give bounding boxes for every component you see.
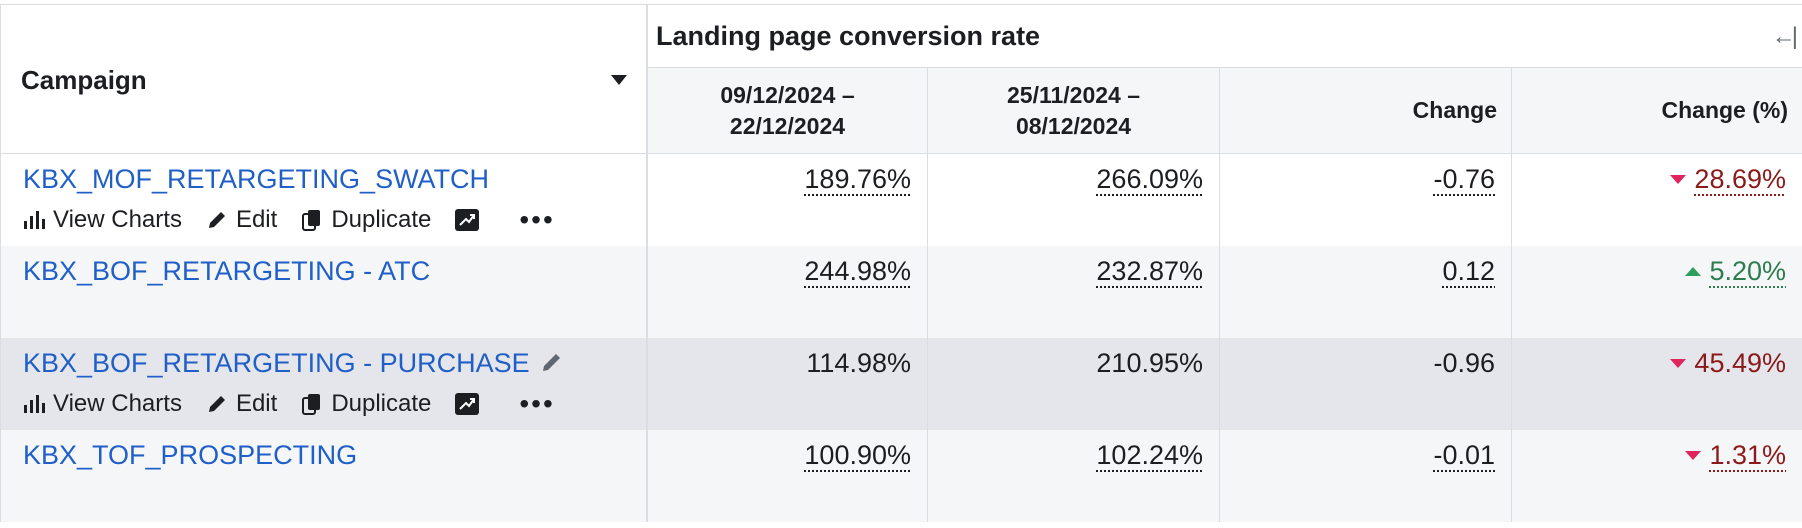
decrease-triangle-icon — [1685, 451, 1702, 460]
period2-cell: 266.09% — [928, 154, 1220, 246]
change-value[interactable]: 0.12 — [1442, 256, 1495, 286]
change-pct-value[interactable]: 28.69% — [1694, 164, 1786, 194]
change-value: -0.96 — [1433, 348, 1495, 378]
campaign-header-label: Campaign — [21, 65, 147, 95]
change-pct-value[interactable]: 5.20% — [1709, 256, 1786, 286]
campaign-name-link[interactable]: KBX_BOF_RETARGETING - PURCHASE — [23, 348, 564, 379]
period2-cell: 102.24% — [928, 430, 1220, 522]
period2-value[interactable]: 266.09% — [1096, 164, 1203, 194]
column-header-change-pct[interactable]: Change (%) — [1512, 68, 1802, 154]
more-options-icon[interactable]: ••• — [519, 388, 555, 419]
period1-value[interactable]: 100.90% — [804, 440, 911, 470]
view-charts-button[interactable]: View Charts — [23, 206, 182, 234]
campaign-name-link[interactable]: KBX_MOF_RETARGETING_SWATCH — [23, 164, 490, 194]
edit-button[interactable]: Edit — [206, 390, 277, 418]
campaign-name-cell: KBX_BOF_RETARGETING - PURCHASE View Char… — [0, 338, 648, 430]
sort-caret-down-icon[interactable] — [611, 75, 627, 85]
table-row[interactable]: KBX_BOF_RETARGETING - ATC 244.98% 232.87… — [0, 246, 1802, 338]
change-cell: -0.01 — [1220, 430, 1512, 522]
change-pct-cell: 28.69% — [1512, 154, 1802, 246]
decrease-triangle-icon — [1670, 175, 1687, 184]
edit-button[interactable]: Edit — [206, 206, 277, 234]
period2-value[interactable]: 232.87% — [1096, 256, 1203, 286]
period1-cell: 114.98% — [648, 338, 928, 430]
change-pct-container: 5.20% — [1685, 256, 1786, 287]
period2-value: 210.95% — [1096, 348, 1203, 378]
pencil-icon — [208, 396, 225, 412]
column-header-change[interactable]: Change — [1220, 68, 1512, 154]
change-pct-container: 28.69% — [1670, 164, 1786, 195]
column-header-period2[interactable]: 25/11/2024 – 08/12/2024 — [928, 68, 1220, 154]
campaign-name-cell: KBX_TOF_PROSPECTING — [0, 430, 648, 522]
change-pct-cell: 45.49% — [1512, 338, 1802, 430]
metric-group-title: Landing page conversion rate — [656, 21, 1041, 51]
table-row[interactable]: KBX_TOF_PROSPECTING 100.90% 102.24% -0.0… — [0, 430, 1802, 522]
edit-label: Edit — [235, 390, 278, 417]
duplicate-icon — [302, 210, 321, 231]
view-charts-label: View Charts — [53, 390, 182, 417]
period1-value: 114.98% — [806, 348, 911, 378]
change-pct-value: 45.49% — [1694, 348, 1786, 378]
campaign-name-cell: KBX_MOF_RETARGETING_SWATCH View Charts E… — [0, 154, 648, 246]
duplicate-button[interactable]: Duplicate — [301, 206, 431, 234]
column-header-change-pct-label: Change (%) — [1661, 97, 1789, 123]
change-cell: -0.76 — [1220, 154, 1512, 246]
campaign-name-cell: KBX_BOF_RETARGETING - ATC — [0, 246, 648, 338]
insights-button[interactable] — [455, 209, 487, 231]
insights-button[interactable] — [455, 393, 487, 415]
change-pct-container: 45.49% — [1670, 348, 1786, 379]
trend-chart-icon — [455, 393, 480, 415]
column-header-period2-label: 25/11/2024 – 08/12/2024 — [1006, 81, 1141, 139]
row-actions: View Charts Edit Duplicate ••• — [23, 206, 555, 234]
period2-value[interactable]: 102.24% — [1096, 440, 1203, 470]
column-header-period1[interactable]: 09/12/2024 – 22/12/2024 — [648, 68, 928, 154]
change-pct-cell: 1.31% — [1512, 430, 1802, 522]
bar-chart-icon — [24, 211, 45, 229]
change-value[interactable]: -0.01 — [1433, 440, 1495, 470]
campaign-column-header[interactable]: Campaign — [0, 4, 648, 154]
column-header-period1-label: 09/12/2024 – 22/12/2024 — [720, 81, 855, 139]
period2-cell: 210.95% — [928, 338, 1220, 430]
change-pct-container: 1.31% — [1685, 440, 1786, 471]
rename-pencil-icon[interactable] — [540, 350, 564, 374]
decrease-triangle-icon — [1670, 359, 1687, 368]
trend-chart-icon — [455, 209, 480, 231]
increase-triangle-icon — [1685, 267, 1702, 276]
bar-chart-icon — [24, 395, 45, 413]
view-charts-label: View Charts — [53, 206, 182, 233]
change-value[interactable]: -0.76 — [1433, 164, 1495, 194]
duplicate-label: Duplicate — [331, 206, 432, 233]
collapse-left-icon[interactable]: ←| — [1771, 23, 1798, 50]
duplicate-icon — [302, 394, 321, 415]
pencil-icon — [208, 212, 225, 228]
duplicate-button[interactable]: Duplicate — [301, 390, 431, 418]
period1-cell: 100.90% — [648, 430, 928, 522]
period1-value[interactable]: 189.76% — [804, 164, 911, 194]
period2-cell: 232.87% — [928, 246, 1220, 338]
period1-value[interactable]: 244.98% — [804, 256, 911, 286]
change-cell: -0.96 — [1220, 338, 1512, 430]
duplicate-label: Duplicate — [331, 390, 432, 417]
view-charts-button[interactable]: View Charts — [23, 390, 182, 418]
table-row[interactable]: KBX_BOF_RETARGETING - PURCHASE View Char… — [0, 338, 1802, 430]
campaign-name-link[interactable]: KBX_BOF_RETARGETING - ATC — [23, 256, 431, 286]
campaign-name-text: KBX_BOF_RETARGETING - PURCHASE — [23, 348, 530, 378]
campaign-name-link[interactable]: KBX_TOF_PROSPECTING — [23, 440, 358, 470]
table-row[interactable]: KBX_MOF_RETARGETING_SWATCH View Charts E… — [0, 154, 1802, 246]
period1-cell: 189.76% — [648, 154, 928, 246]
edit-label: Edit — [235, 206, 278, 233]
column-header-change-label: Change — [1412, 97, 1497, 123]
change-pct-cell: 5.20% — [1512, 246, 1802, 338]
period1-cell: 244.98% — [648, 246, 928, 338]
row-actions: View Charts Edit Duplicate ••• — [23, 390, 555, 418]
change-cell: 0.12 — [1220, 246, 1512, 338]
more-options-icon[interactable]: ••• — [519, 204, 555, 235]
change-pct-value[interactable]: 1.31% — [1709, 440, 1786, 470]
metric-group-header: Landing page conversion rate ←| — [648, 4, 1802, 68]
